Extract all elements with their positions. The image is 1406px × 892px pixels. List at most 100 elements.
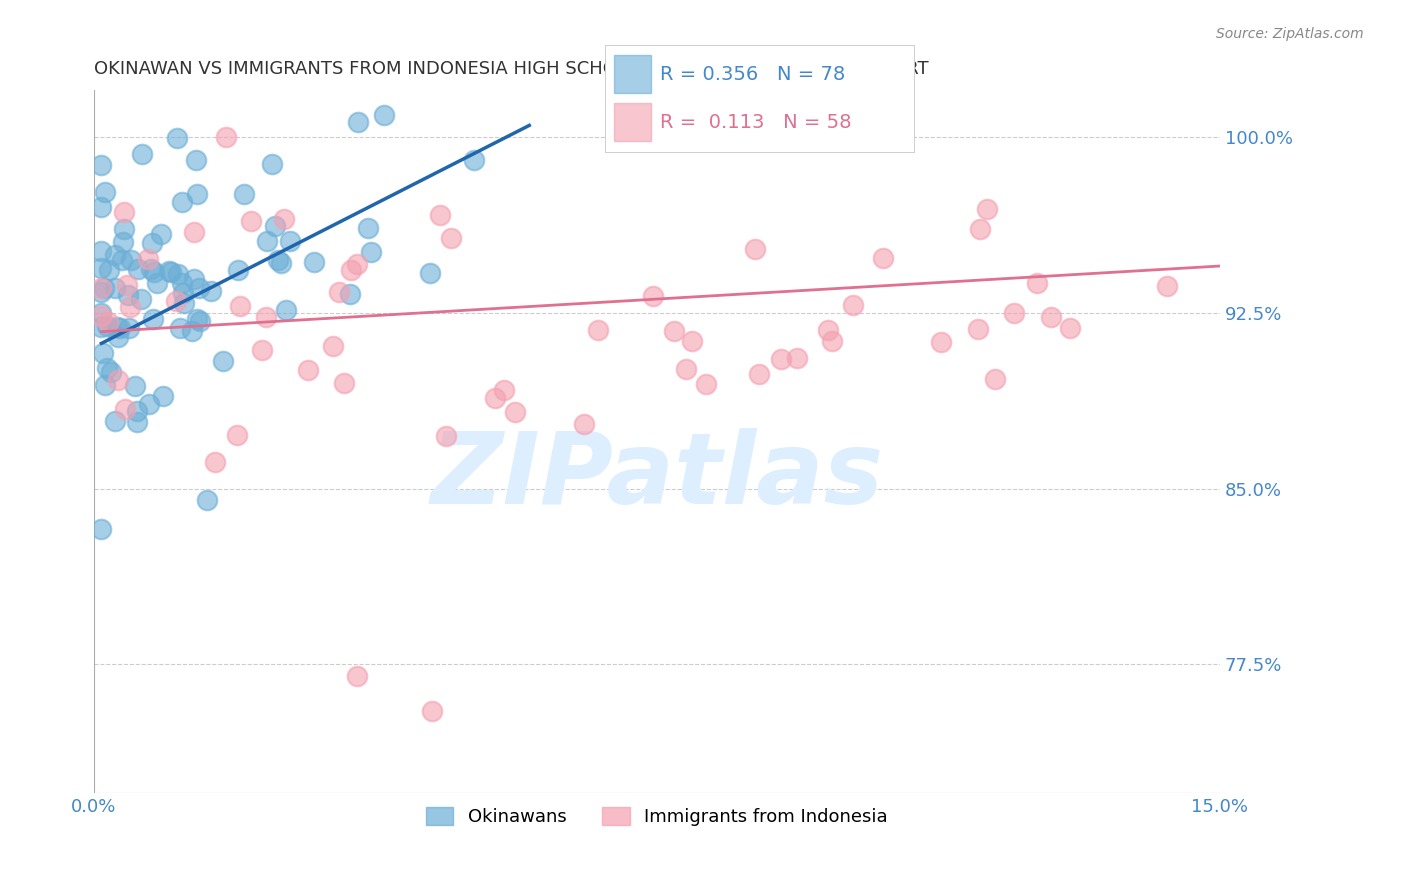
Point (273, 212, 295, 227)
Point (136, 252, 159, 266)
Point (503, 405, 526, 419)
Point (339, 286, 361, 301)
Point (748, 367, 770, 381)
Point (146, 276, 169, 290)
Point (97, 315, 120, 329)
Point (125, 415, 148, 429)
Point (104, 414, 127, 428)
Text: OKINAWAN VS IMMIGRANTS FROM INDONESIA HIGH SCHOOL DIPLOMA CORRELATION CHART: OKINAWAN VS IMMIGRANTS FROM INDONESIA HI… (94, 60, 928, 78)
Point (254, 310, 277, 324)
Point (159, 265, 181, 279)
Point (169, 321, 191, 335)
Point (114, 402, 136, 417)
Bar (614, 55, 651, 93)
Point (1025, 276, 1047, 290)
Point (200, 284, 222, 298)
Point (143, 265, 166, 279)
Point (297, 362, 319, 376)
Point (188, 281, 211, 295)
Point (346, 257, 368, 271)
Point (769, 352, 792, 367)
Point (93, 281, 115, 295)
Point (152, 389, 174, 403)
Point (90, 158, 112, 172)
Point (139, 261, 162, 276)
Point (215, 130, 238, 145)
Point (588, 323, 610, 337)
Point (94, 185, 117, 199)
Point (108, 321, 131, 335)
Point (250, 343, 273, 358)
Point (1156, 279, 1178, 293)
Point (302, 255, 325, 269)
Point (129, 292, 152, 306)
Text: ZIPatlas: ZIPatlas (430, 428, 883, 525)
Point (104, 247, 127, 261)
Point (681, 334, 703, 348)
Point (90, 319, 112, 334)
Point (226, 262, 249, 277)
Point (204, 455, 226, 469)
Point (124, 378, 146, 392)
Point (186, 187, 208, 202)
Point (90, 281, 112, 295)
Point (360, 244, 382, 259)
Point (239, 214, 262, 228)
Point (274, 303, 297, 318)
Point (96, 318, 118, 333)
Point (270, 256, 292, 270)
Point (664, 324, 686, 338)
Point (100, 365, 122, 379)
Point (184, 153, 207, 167)
Point (150, 227, 173, 242)
Bar (614, 103, 651, 141)
Point (1059, 321, 1081, 335)
Point (112, 222, 135, 236)
Point (181, 324, 204, 338)
Point (131, 147, 153, 161)
Point (786, 351, 808, 365)
Point (278, 234, 301, 248)
Point (225, 427, 247, 442)
Point (111, 253, 134, 268)
Point (118, 300, 141, 314)
Point (94, 378, 117, 392)
Point (120, 252, 142, 267)
Point (165, 293, 187, 308)
Point (90, 200, 112, 214)
Point (373, 108, 395, 122)
Point (232, 187, 254, 202)
Point (107, 373, 129, 387)
Point (186, 312, 208, 326)
Point (91, 346, 114, 360)
Point (346, 115, 368, 129)
Point (643, 288, 665, 302)
Point (872, 251, 894, 265)
Point (328, 285, 350, 299)
Point (98, 263, 121, 277)
Point (434, 429, 457, 443)
Point (183, 225, 205, 239)
Point (842, 297, 865, 311)
Point (157, 264, 180, 278)
Point (821, 334, 844, 348)
Point (105, 320, 128, 334)
Point (172, 286, 194, 301)
Point (112, 204, 135, 219)
Point (333, 376, 356, 390)
Point (127, 261, 149, 276)
Point (104, 281, 127, 295)
Point (675, 362, 697, 376)
Point (173, 296, 195, 310)
Point (262, 157, 284, 171)
Point (267, 253, 290, 268)
Point (90, 306, 112, 320)
Point (419, 266, 441, 280)
Point (256, 234, 278, 248)
Point (188, 313, 211, 327)
Point (929, 335, 952, 350)
Point (90, 285, 112, 299)
Point (357, 221, 380, 235)
Point (115, 278, 138, 293)
Point (90, 260, 112, 275)
